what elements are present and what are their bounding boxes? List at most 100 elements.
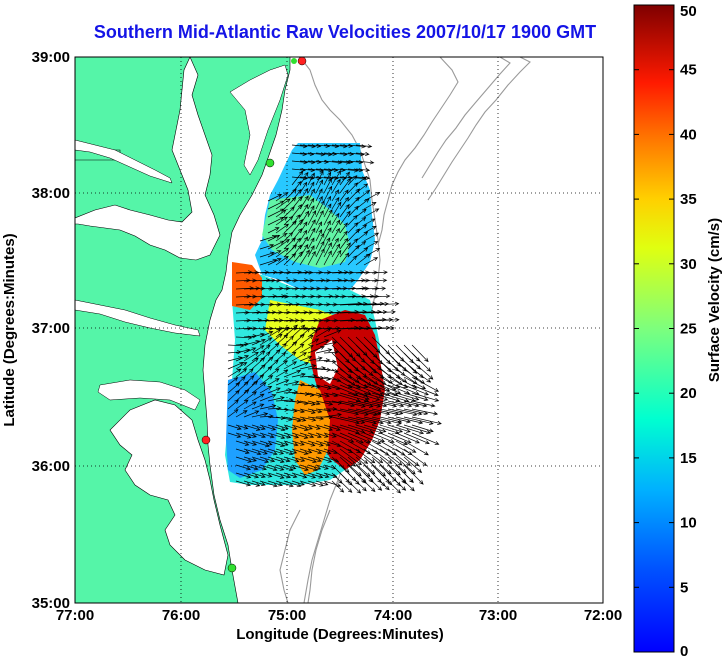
velocity-arrow [291,270,310,275]
velocity-arrow [227,432,242,438]
velocity-arrow [259,385,273,394]
velocity-arrow [371,416,402,425]
velocity-arrow [315,188,323,202]
velocity-arrow [347,294,367,299]
velocity-arrow [243,286,261,291]
velocity-arrow [307,172,315,186]
velocity-arrow [291,372,306,378]
velocity-arrow [251,364,266,378]
velocity-arrow [299,249,310,266]
velocity-arrow [387,400,413,408]
velocity-arrow [363,400,388,408]
velocity-arrow [235,399,249,410]
velocity-arrow [299,310,314,315]
velocity-arrow [339,237,349,250]
velocity-arrow [275,255,289,266]
y-tick-label: 36:00 [32,458,70,475]
velocity-arrow [315,210,324,226]
colorbar-tick-label: 50 [680,3,697,20]
velocity-arrow [267,378,280,386]
velocity-arrow [395,448,420,467]
velocity-arrow [267,368,280,378]
x-axis-label: Longitude (Degrees:Minutes) [236,626,444,643]
x-tick-label: 77:00 [56,607,94,624]
velocity-arrow [267,270,284,275]
velocity-arrow [283,380,300,386]
velocity-arrow [291,416,307,422]
velocity-arrow [259,331,274,338]
velocity-arrow [299,416,317,422]
velocity-arrow [299,480,317,487]
velocity-arrow [275,480,294,488]
velocity-arrow [411,416,442,425]
velocity-arrow [267,464,285,471]
velocity-arrow [355,183,369,194]
velocity-arrow [379,432,408,446]
velocity-arrow [283,232,294,242]
velocity-arrow [323,227,332,242]
velocity-arrow [243,278,257,283]
velocity-arrow [267,349,281,362]
velocity-arrow [283,237,296,250]
velocity-arrow [291,440,305,446]
velocity-arrow [291,228,303,242]
velocity-arrow [275,448,294,456]
velocity-arrow [347,222,359,234]
velocity-arrow [299,456,318,463]
velocity-arrow [259,440,273,446]
velocity-arrow [283,341,298,354]
velocity-arrow [243,357,259,370]
velocity-arrow [363,257,379,266]
velocity-arrow [363,248,381,258]
velocity-arrow [411,392,440,402]
velocity-arrow [291,302,311,307]
velocity-arrow [395,440,417,453]
velocity-arrow [315,294,334,299]
velocity-arrow [315,310,334,315]
velocity-arrow [315,440,331,447]
velocity-arrow [291,144,308,149]
velocity-arrow [379,424,404,433]
velocity-arrow [299,355,313,362]
velocity-arrow [251,332,265,338]
velocity-arrow [307,181,315,194]
velocity-arrow [267,200,285,210]
velocity-arrow [347,182,359,194]
velocity-arrow [315,432,329,438]
velocity-arrow [243,448,262,456]
velocity-arrow [283,244,298,258]
velocity-arrow [323,195,331,210]
velocity-arrow [371,408,400,416]
velocity-arrow [251,310,271,315]
velocity-arrow [339,309,367,314]
velocity-arrow [259,278,276,283]
velocity-arrow [307,480,325,487]
velocity-arrow [267,216,285,226]
velocity-arrow [307,197,315,210]
velocity-arrow [291,333,305,346]
delmarva-coast [229,64,289,176]
colorbar-tick-label: 45 [680,62,697,79]
velocity-arrow [331,432,355,443]
velocity-arrow [339,171,350,186]
velocity-arrow [315,286,330,291]
velocity-arrow [347,392,370,401]
velocity-arrow [299,448,313,454]
velocity-arrow [307,250,316,266]
velocity-arrow [331,196,340,210]
velocity-arrow [315,232,325,250]
velocity-arrow [323,171,332,186]
velocity-arrow [291,456,306,462]
velocity-arrow [291,408,305,414]
velocity-arrow [251,432,266,439]
velocity-arrow [331,167,346,173]
velocity-arrow [283,424,298,430]
velocity-arrow [411,376,439,392]
velocity-arrow [315,240,325,258]
velocity-arrow [315,168,333,173]
velocity-arrow [251,448,268,455]
velocity-arrow [267,440,285,447]
velocity-arrow [323,340,338,346]
velocity-arrow [307,278,326,283]
velocity-arrow [275,310,291,315]
